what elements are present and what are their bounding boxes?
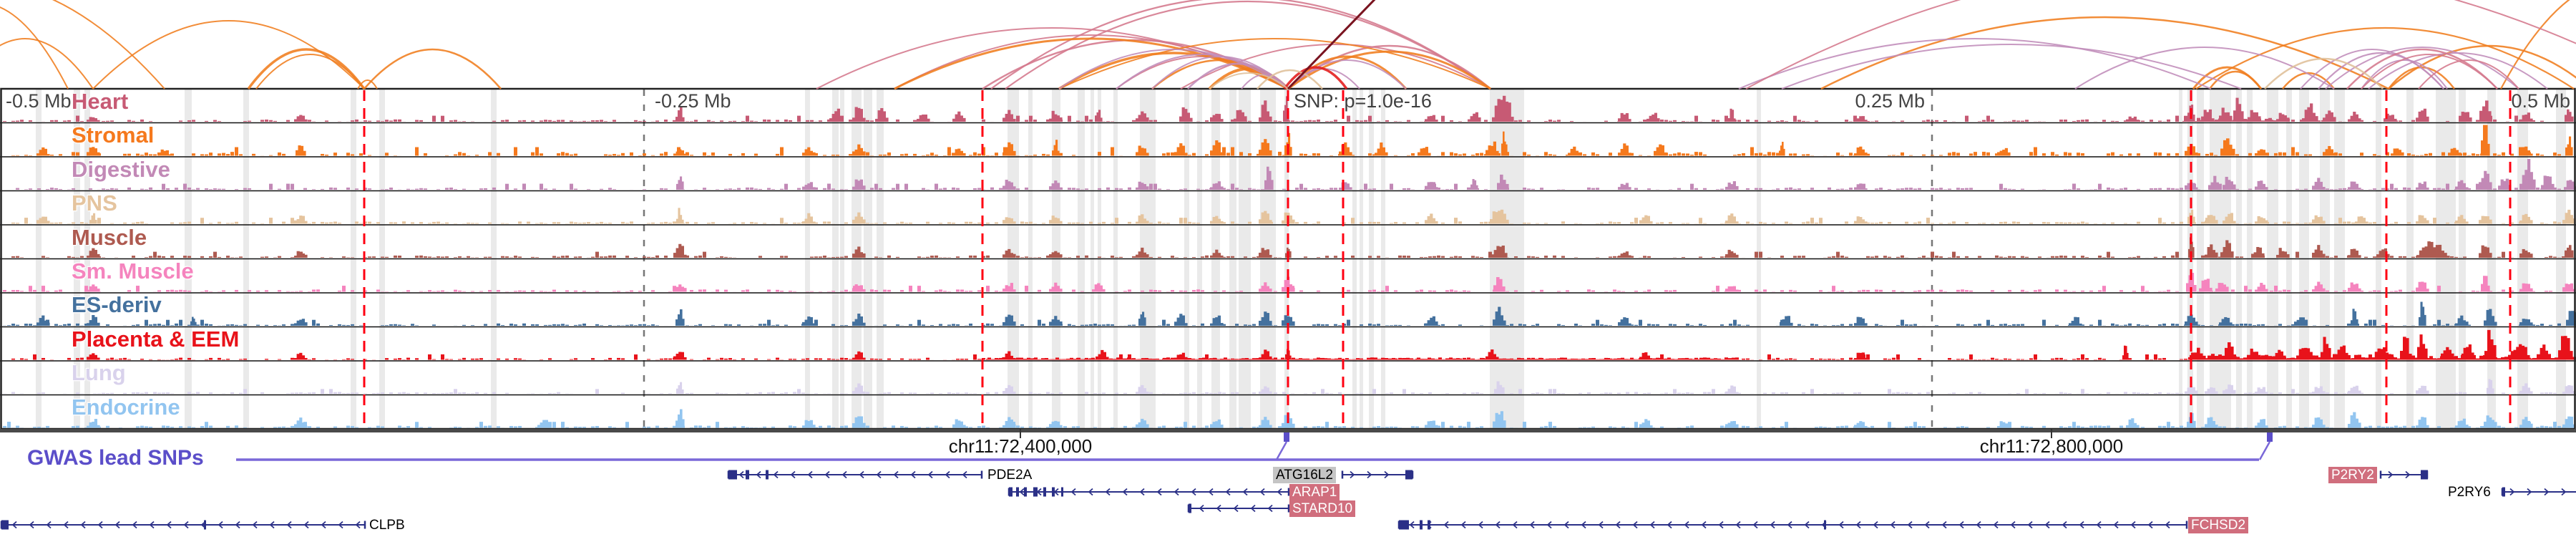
gene-label-p2ry2: P2RY2 xyxy=(2328,467,2377,483)
gene-label-p2ry6: P2RY6 xyxy=(2448,485,2491,500)
track-label-digestive: Digestive xyxy=(72,157,170,182)
gwas-lead-snps-label: GWAS lead SNPs xyxy=(27,446,204,470)
track-label-lung: Lung xyxy=(72,360,126,385)
ruler-label-plus-0-25mb: 0.25 Mb xyxy=(1855,90,1925,112)
gene-label-fchsd2: FCHSD2 xyxy=(2188,517,2249,533)
ruler-label-minus-0-25mb: -0.25 Mb xyxy=(655,90,731,112)
coordinate-label-72400000: chr11:72,400,000 xyxy=(948,435,1093,457)
gene-label-atg16l2: ATG16L2 xyxy=(1273,467,1336,483)
gene-label-clpb: CLPB xyxy=(369,518,405,533)
track-label-pns: PNS xyxy=(72,190,117,216)
gene-label-pde2a: PDE2A xyxy=(987,468,1033,483)
track-label-heart: Heart xyxy=(72,89,129,114)
track-label-placenta-eem: Placenta & EEM xyxy=(72,326,240,352)
ruler-label-plus-0-5mb: 0.5 Mb xyxy=(2511,90,2570,112)
track-label-stromal: Stromal xyxy=(72,122,155,147)
snp-pvalue-label: SNP: p=1.0e-16 xyxy=(1294,90,1432,112)
gene-label-stard10: STARD10 xyxy=(1289,500,1356,517)
track-label-sm-muscle: Sm. Muscle xyxy=(72,258,194,284)
coordinate-label-72800000: chr11:72,800,000 xyxy=(1979,435,2124,457)
track-label-es-deriv: ES-deriv xyxy=(72,292,162,317)
gene-label-arap1: ARAP1 xyxy=(1289,484,1340,500)
track-label-endocrine: Endocrine xyxy=(72,395,180,420)
track-label-muscle: Muscle xyxy=(72,225,147,250)
ruler-label-minus-0-5mb: -0.5 Mb xyxy=(6,90,72,112)
